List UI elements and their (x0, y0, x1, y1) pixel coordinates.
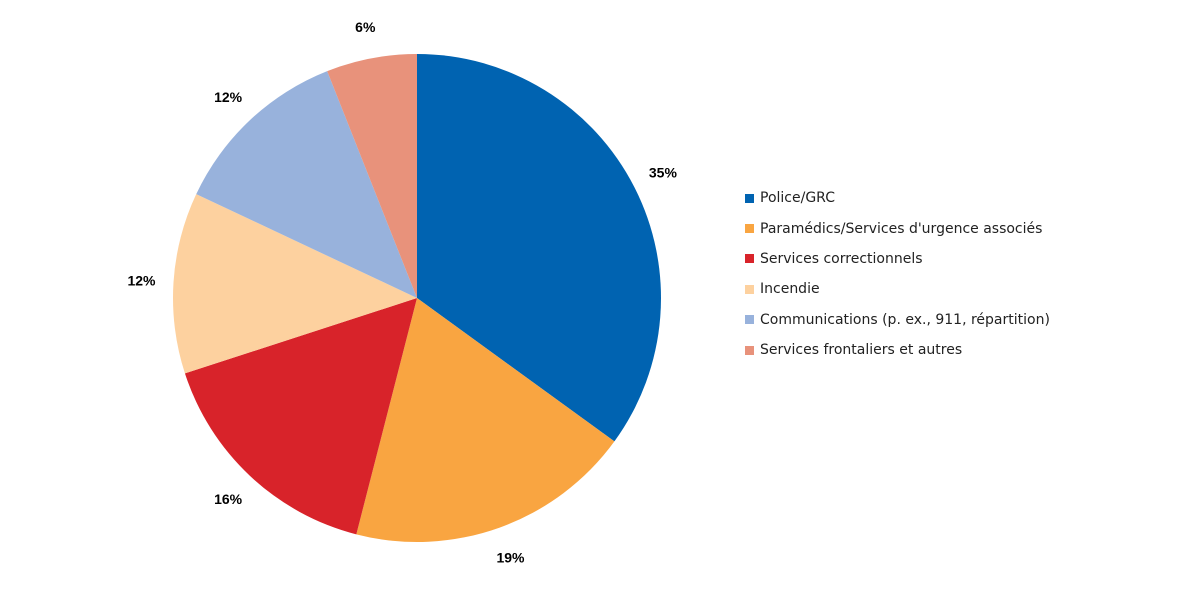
legend-swatch (745, 284, 754, 294)
legend-swatch (745, 224, 754, 234)
legend-item-services-frontaliers-et-autres: Services frontaliers et autres (745, 335, 1050, 365)
legend-item-incendie: Incendie (745, 274, 1050, 304)
legend-label: Services frontaliers et autres (760, 342, 963, 359)
legend-swatch (745, 254, 754, 264)
legend-item-services-correctionnels: Services correctionnels (745, 244, 1050, 274)
pie-slice-police-grc (417, 54, 662, 442)
data-label-incendie: 12% (127, 273, 156, 289)
legend-label: Services correctionnels (760, 250, 923, 267)
data-label-paramedics-services-d-urgence-associes: 19% (496, 550, 525, 566)
data-label-services-frontaliers-et-autres: 6% (355, 19, 376, 35)
pie-slice-paramedics-services-d-urgence-associes (356, 298, 615, 542)
legend-item-police-grc: Police/GRC (745, 183, 1050, 213)
chart-legend: Police/GRC Paramédics/Services d'urgence … (745, 183, 1050, 365)
data-label-services-correctionnels: 16% (214, 491, 243, 507)
legend-label: Incendie (760, 281, 820, 298)
legend-swatch (745, 345, 754, 355)
legend-item-communications-p-ex-911-repartition: Communications (p. ex., 911, répartition… (745, 305, 1050, 335)
pie-slice-services-frontaliers-et-autres (327, 53, 417, 298)
data-label-communications-p-ex-911-repartition: 12% (214, 89, 243, 105)
legend-swatch (745, 315, 754, 325)
legend-item-paramedics-services-d-urgence-associes: Paramédics/Services d'urgence associés (745, 213, 1050, 243)
pie-slice-incendie (172, 194, 417, 374)
legend-swatch (745, 193, 754, 203)
pie-slice-services-correctionnels (184, 298, 417, 535)
pie-data-labels: 35% 19% 16% 12% 12% 6% (127, 19, 677, 566)
pie-slice-communications-p-ex-911-repartition (196, 71, 417, 298)
legend-label: Communications (p. ex., 911, répartition… (760, 311, 1050, 328)
pie-slices (172, 53, 662, 542)
legend-label: Police/GRC (760, 190, 835, 207)
legend-label: Paramédics/Services d'urgence associés (760, 220, 1043, 237)
data-label-police-grc: 35% (649, 165, 678, 181)
